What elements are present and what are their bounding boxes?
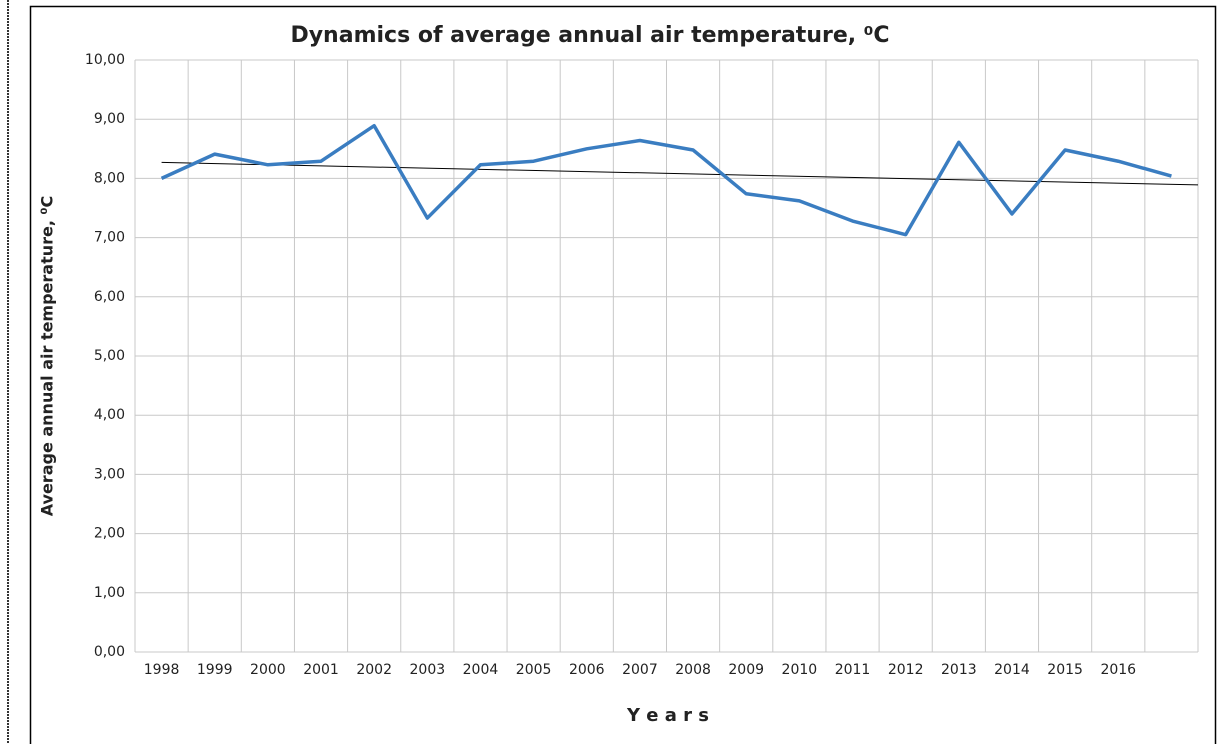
x-tick-label: 2016 (1100, 662, 1136, 678)
x-tick-label: 2002 (356, 662, 392, 678)
x-tick-label: 2008 (675, 662, 711, 678)
y-tick-label: 5,00 (94, 348, 125, 364)
x-tick-label: 2005 (516, 662, 552, 678)
chart-title: Dynamics of average annual air temperatu… (290, 23, 889, 48)
x-tick-label: 2011 (835, 662, 871, 678)
x-tick-label: 1999 (197, 662, 233, 678)
x-tick-label: 2015 (1047, 662, 1083, 678)
x-tick-label: 2012 (888, 662, 924, 678)
x-tick-label: 2014 (994, 662, 1030, 678)
x-tick-label: 2001 (303, 662, 339, 678)
y-tick-label: 3,00 (94, 466, 125, 482)
y-tick-label: 7,00 (94, 230, 125, 246)
x-axis-label: Y e a r s (626, 705, 709, 726)
trendline (161, 161, 1199, 186)
x-tick-label: 2000 (250, 662, 286, 678)
y-tick-label: 8,00 (94, 170, 125, 186)
y-tick-label: 6,00 (94, 289, 125, 305)
x-tick-label: 1998 (144, 662, 180, 678)
chart-frame (29, 5, 1217, 748)
x-tick-label: 2004 (463, 662, 499, 678)
y-axis-label: Average annual air temperature, ⁰C (38, 196, 57, 517)
x-tick-label: 2007 (622, 662, 658, 678)
y-tick-label: 0,00 (94, 644, 125, 660)
x-tick-label: 2013 (941, 662, 977, 678)
y-tick-label: 4,00 (94, 407, 125, 423)
x-tick-label: 2006 (569, 662, 605, 678)
y-tick-label: 10,00 (85, 52, 125, 68)
y-tick-label: 2,00 (94, 526, 125, 542)
x-tick-label: 2010 (782, 662, 818, 678)
data-line (160, 123, 1172, 237)
x-tick-label: 2009 (728, 662, 764, 678)
y-tick-label: 1,00 (94, 585, 125, 601)
x-tick-label: 2003 (410, 662, 446, 678)
y-tick-label: 9,00 (94, 111, 125, 127)
